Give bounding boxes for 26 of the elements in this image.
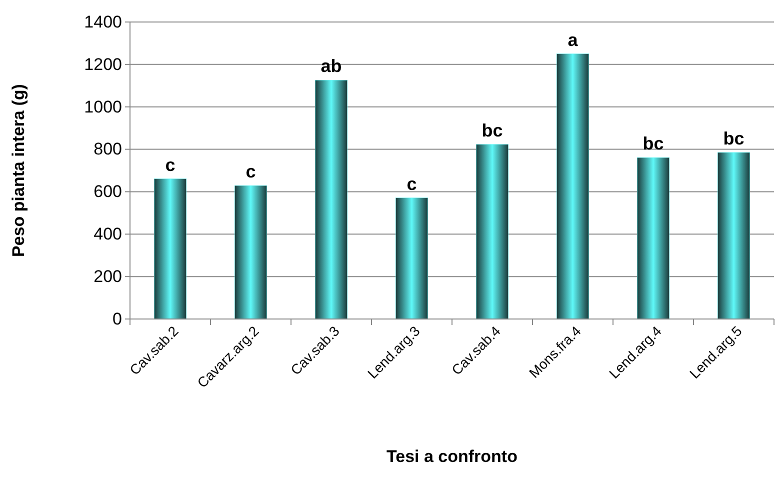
bar — [234, 185, 267, 320]
annotation: a — [568, 30, 579, 50]
bar — [718, 152, 750, 320]
annotation: bc — [723, 128, 744, 148]
annotation: bc — [642, 134, 664, 154]
annotation: c — [165, 154, 176, 175]
y-tick-label: 200 — [94, 267, 122, 286]
bar — [556, 54, 589, 320]
y-tick-label: 0 — [112, 309, 122, 328]
x-axis-title: Tesi a confronto — [386, 447, 518, 466]
annotation: c — [246, 162, 256, 182]
y-tick-label: 1200 — [84, 54, 122, 74]
y-tick-label: 1000 — [84, 97, 122, 116]
annotation: c — [406, 174, 417, 194]
y-tick-label: 600 — [94, 182, 122, 202]
bar — [637, 157, 670, 320]
y-tick-label: 800 — [94, 140, 122, 159]
annotation: ab — [320, 56, 342, 76]
bar — [476, 144, 508, 320]
bar — [315, 80, 348, 320]
bar — [396, 198, 428, 320]
y-axis-title: Peso pianta intera (g) — [9, 84, 28, 257]
y-tick-label: 1400 — [84, 12, 122, 32]
annotation: bc — [482, 120, 503, 140]
y-tick-label: 400 — [94, 224, 122, 244]
bar — [154, 178, 186, 320]
